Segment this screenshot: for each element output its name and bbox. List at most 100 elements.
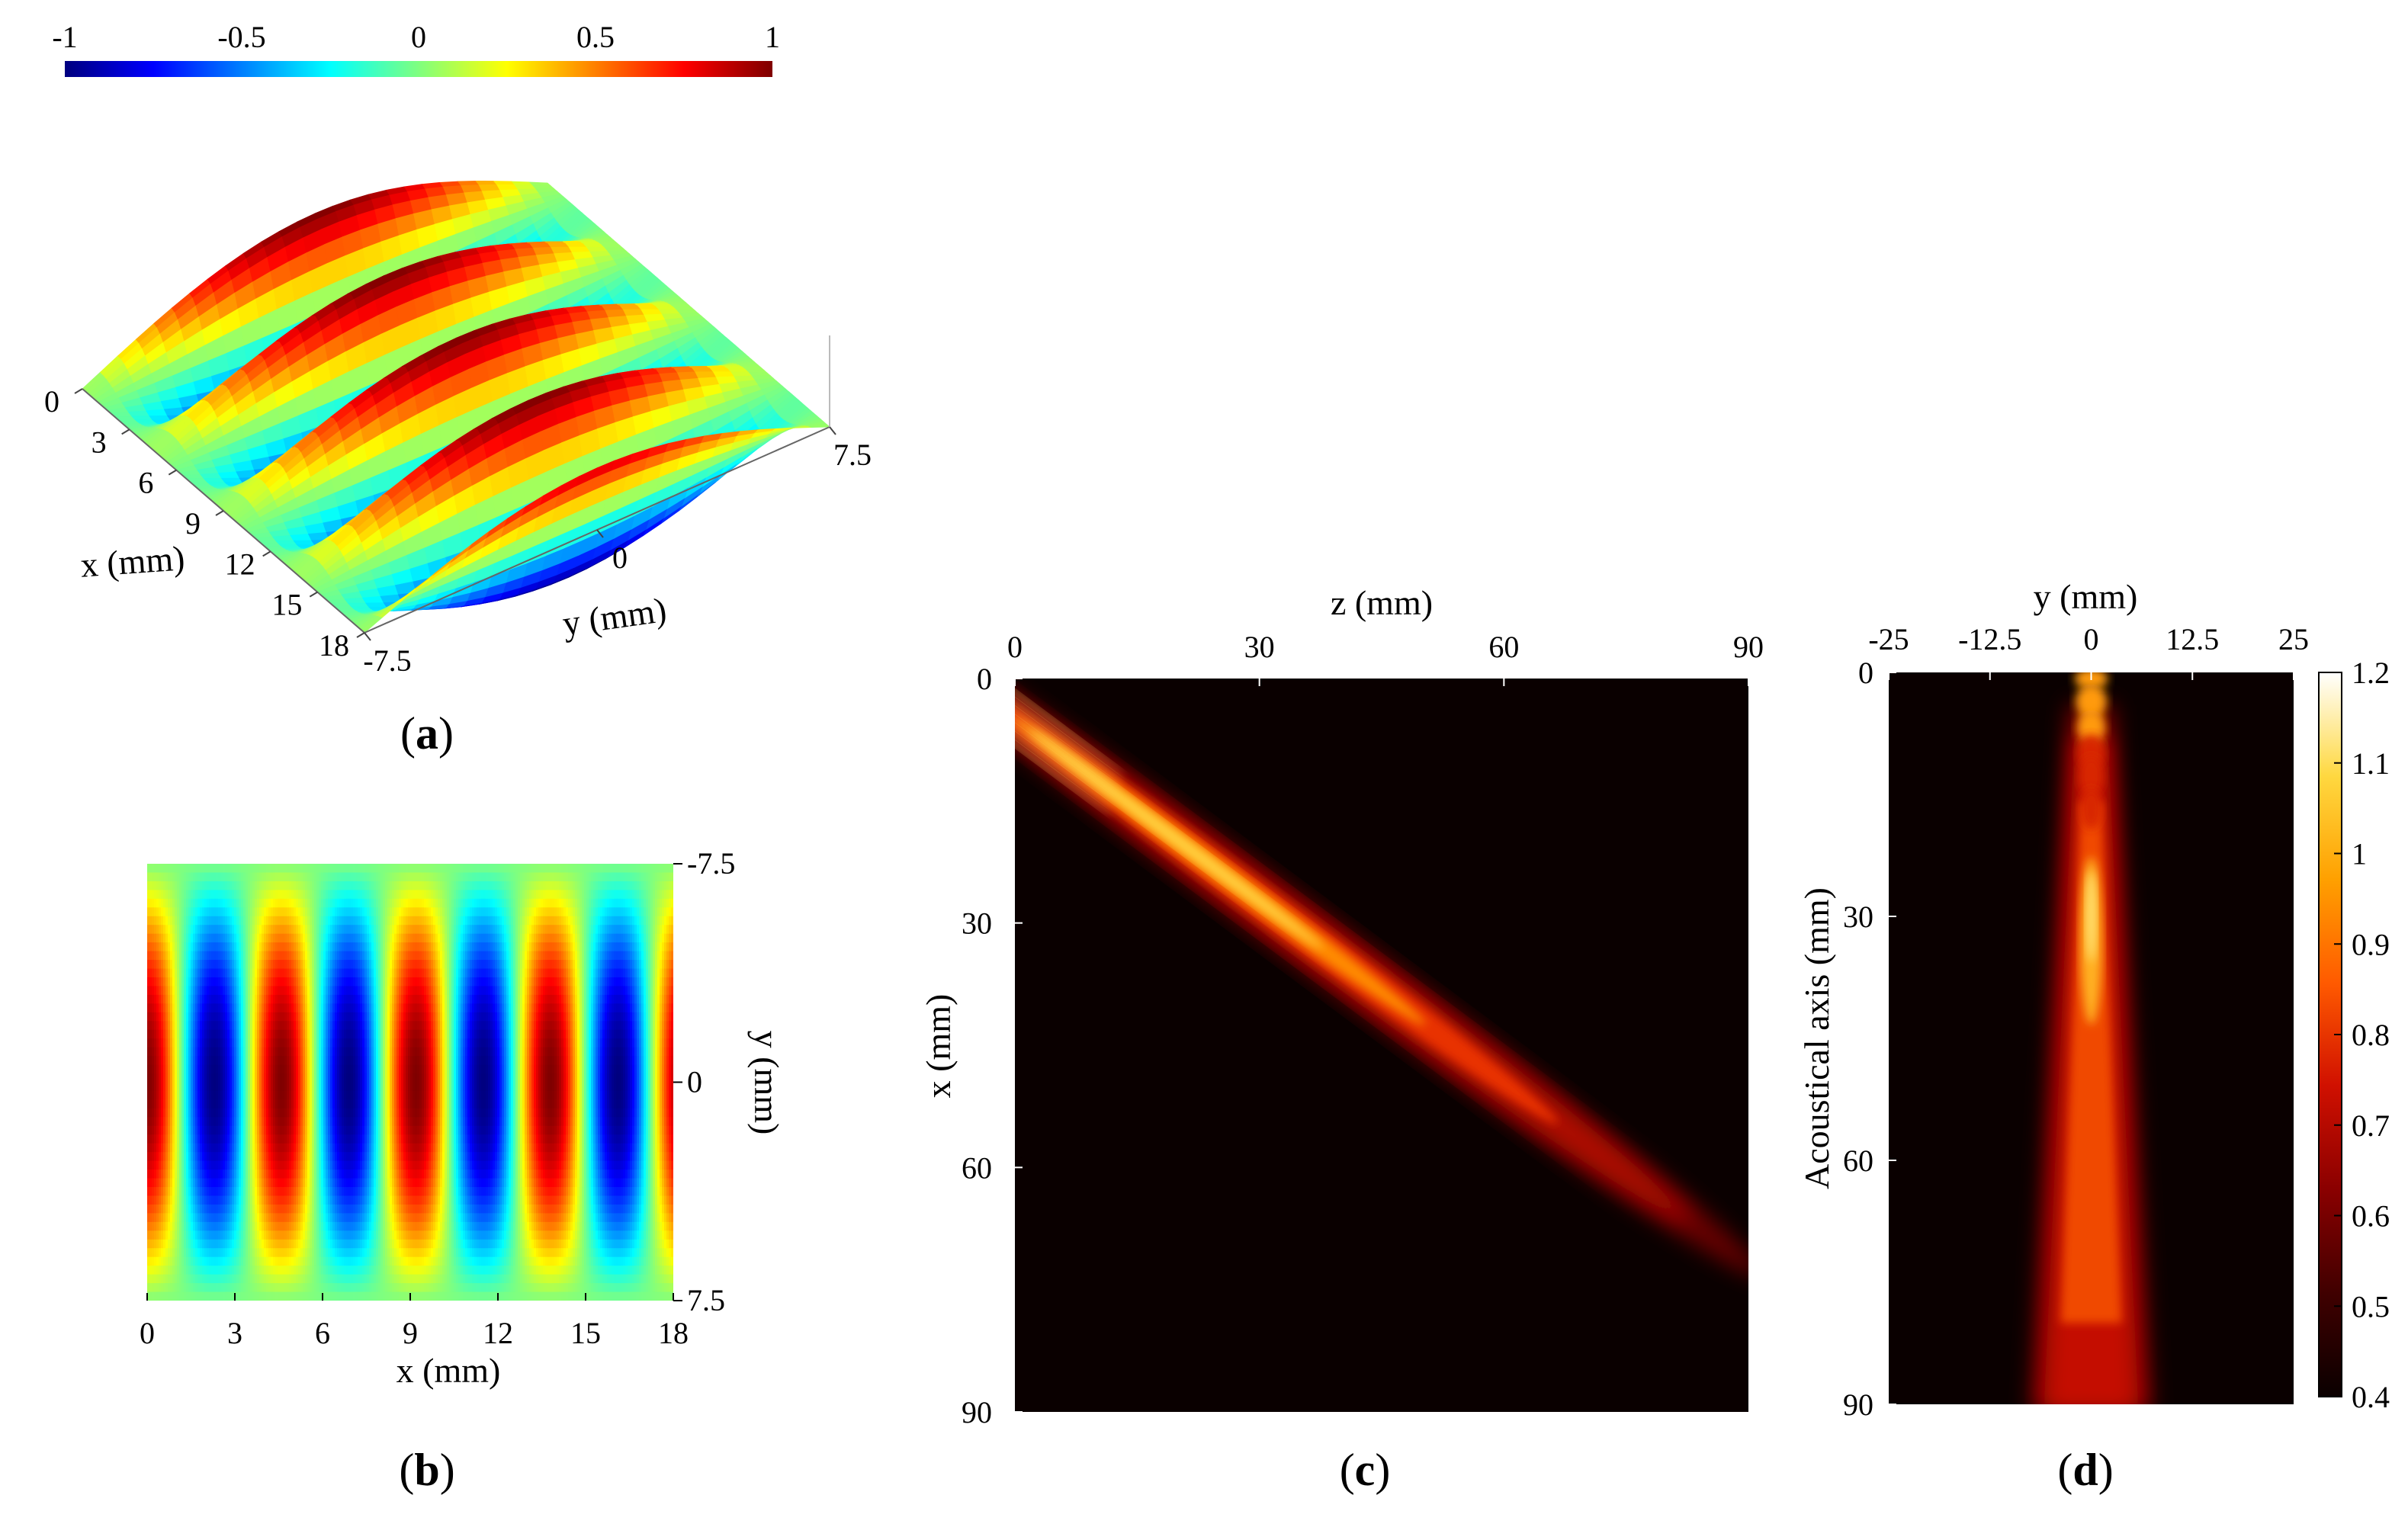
panel-b-cell xyxy=(154,1099,157,1109)
panel-b-cell xyxy=(149,951,153,961)
panel-b-cell xyxy=(191,1056,194,1066)
panel-b-cell xyxy=(243,1090,246,1101)
panel-b-cell xyxy=(204,1064,207,1074)
panel-b-cell xyxy=(252,1221,255,1231)
panel-b-cell xyxy=(191,1082,194,1092)
panel-b-cell xyxy=(218,1117,221,1127)
panel-b-cell xyxy=(220,881,223,890)
panel-b-cell xyxy=(149,994,153,1004)
panel-b-cell xyxy=(232,864,235,874)
panel-b-cell xyxy=(184,1090,187,1101)
panel-b-cell xyxy=(184,1073,187,1083)
panel-b-cell xyxy=(200,951,203,961)
panel-b-cell xyxy=(159,1274,162,1284)
panel-b-cell xyxy=(246,1152,249,1162)
panel-b-cell xyxy=(252,968,255,978)
panel-b-cell xyxy=(181,1152,185,1162)
panel-b-cell xyxy=(154,968,157,978)
panel-b-cell xyxy=(177,1221,180,1231)
panel-b-cell xyxy=(204,1195,207,1205)
panel-b-cell xyxy=(172,1152,175,1162)
panel-b-cell xyxy=(197,881,201,890)
panel-b-cell xyxy=(243,1274,246,1284)
panel-b-cell xyxy=(248,1082,251,1092)
panel-b-cell xyxy=(204,1187,207,1197)
panel-b-cell xyxy=(234,968,237,978)
panel-b-cell xyxy=(186,1143,189,1153)
panel-b-cell xyxy=(195,881,198,890)
panel-b-cell xyxy=(262,1239,265,1249)
panel-b-cell xyxy=(218,960,221,970)
panel-b-cell xyxy=(230,1178,233,1188)
panel-b-cell xyxy=(220,1283,223,1293)
panel-b-cell xyxy=(200,1056,203,1066)
panel-b-cell xyxy=(170,1073,173,1083)
panel-b-cell xyxy=(230,864,233,874)
panel-b-cell xyxy=(220,1274,223,1284)
panel-b-cell xyxy=(264,1204,267,1214)
panel-b-cell xyxy=(184,1221,187,1231)
panel-b-cell xyxy=(195,1266,198,1275)
panel-b-cell xyxy=(161,1021,164,1031)
panel-b-cell xyxy=(211,1221,214,1231)
panel-b-cell xyxy=(230,1195,233,1205)
panel-b-cell xyxy=(204,994,207,1004)
panel-b-cell xyxy=(220,1099,223,1109)
panel-b-cell xyxy=(259,1090,262,1101)
panel-b-cell xyxy=(184,933,187,943)
panel-b-cell xyxy=(165,1038,169,1048)
panel-b-cell xyxy=(197,1064,201,1074)
panel-b-cell xyxy=(197,1266,201,1275)
panel-b-cell xyxy=(211,872,214,882)
panel-b-cell xyxy=(259,1256,262,1266)
panel-b-cell xyxy=(147,933,150,943)
panel-b-cell xyxy=(193,986,196,996)
panel-b-cell xyxy=(163,977,166,987)
panel-b-cell xyxy=(216,1221,219,1231)
panel-b-cell xyxy=(170,1003,173,1013)
panel-b-cell xyxy=(159,1239,162,1249)
panel-b-cell xyxy=(188,1056,191,1066)
panel-b-cell xyxy=(163,1134,166,1144)
panel-b-cell xyxy=(255,942,258,952)
panel-b-cell xyxy=(214,994,217,1004)
panel-b-cell xyxy=(225,1256,228,1266)
panel-b-cell xyxy=(262,1073,265,1083)
panel-b-cell xyxy=(184,1021,187,1031)
panel-b-cell xyxy=(159,1248,162,1258)
panel-b-cell xyxy=(246,1160,249,1170)
panel-b-cell xyxy=(255,1143,258,1153)
panel-b-cell xyxy=(252,1125,255,1135)
panel-b-cell xyxy=(197,1221,201,1231)
panel-b-cell xyxy=(149,1266,153,1275)
panel-b-cell xyxy=(165,1125,169,1135)
panel-b-cell xyxy=(168,968,171,978)
panel-b-cell xyxy=(181,1274,185,1284)
panel-b-cell xyxy=(266,960,269,970)
panel-b-cell xyxy=(220,872,223,882)
panel-b-cell xyxy=(175,960,178,970)
panel-b-cell xyxy=(250,898,253,908)
panel-b-cell xyxy=(207,1248,210,1258)
panel-b-cell xyxy=(165,1239,169,1249)
panel-b-cell xyxy=(188,1038,191,1048)
panel-b-cell xyxy=(188,1230,191,1240)
panel-b-cell xyxy=(220,977,223,987)
panel-b-cell xyxy=(232,1195,235,1205)
panel-b-cell xyxy=(177,933,180,943)
panel-b-cell xyxy=(179,1012,182,1022)
panel-b-cell xyxy=(200,1187,203,1197)
panel-b-cell xyxy=(202,942,205,952)
panel-b-cell xyxy=(239,1160,242,1170)
panel-b-cell xyxy=(223,933,226,943)
panel-b-cell xyxy=(257,1047,260,1057)
panel-b-cell xyxy=(239,881,242,890)
panel-b-cell xyxy=(232,1291,235,1301)
panel-b-cell xyxy=(179,1021,182,1031)
panel-b-cell xyxy=(193,898,196,908)
panel-b-cell xyxy=(211,1204,214,1214)
panel-b-cell xyxy=(191,1195,194,1205)
panel-b-cell xyxy=(252,951,255,961)
panel-b-cell xyxy=(216,1056,219,1066)
panel-b-cell xyxy=(252,1248,255,1258)
